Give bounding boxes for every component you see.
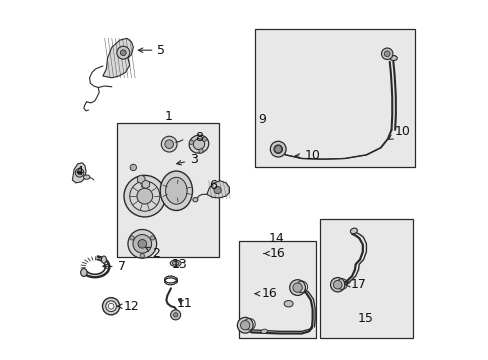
Ellipse shape (193, 139, 204, 149)
Circle shape (140, 253, 144, 258)
Circle shape (120, 50, 126, 55)
Text: 10: 10 (387, 125, 409, 139)
Text: 16: 16 (255, 287, 277, 300)
Ellipse shape (101, 256, 106, 263)
Ellipse shape (261, 329, 267, 333)
Circle shape (381, 48, 392, 59)
Ellipse shape (170, 260, 181, 266)
Text: 17: 17 (344, 278, 366, 291)
Ellipse shape (350, 228, 357, 234)
Circle shape (124, 175, 165, 217)
Circle shape (273, 145, 282, 153)
Circle shape (108, 303, 114, 309)
Circle shape (130, 236, 134, 240)
Circle shape (292, 283, 302, 292)
Circle shape (164, 140, 173, 148)
Circle shape (102, 298, 120, 315)
Ellipse shape (389, 55, 396, 60)
Circle shape (78, 171, 81, 175)
Circle shape (128, 229, 156, 258)
Text: 7: 7 (102, 260, 125, 273)
Text: 5: 5 (138, 44, 165, 57)
Circle shape (237, 318, 253, 333)
Circle shape (138, 239, 146, 248)
Ellipse shape (81, 269, 87, 276)
Circle shape (199, 149, 203, 153)
Circle shape (130, 164, 136, 171)
Circle shape (133, 234, 151, 253)
Text: 14: 14 (268, 231, 284, 244)
Circle shape (270, 141, 285, 157)
Bar (255, 30, 414, 167)
Ellipse shape (172, 261, 179, 265)
Polygon shape (102, 39, 133, 78)
Text: 2: 2 (145, 247, 160, 260)
Bar (319, 220, 412, 338)
Text: 6: 6 (209, 179, 217, 192)
Circle shape (150, 236, 154, 240)
Ellipse shape (189, 135, 208, 153)
Ellipse shape (83, 175, 90, 179)
Text: 16: 16 (264, 247, 285, 260)
Circle shape (289, 280, 305, 296)
Ellipse shape (192, 198, 198, 202)
Text: 15: 15 (357, 311, 373, 325)
Circle shape (170, 310, 180, 320)
Circle shape (330, 278, 344, 292)
Circle shape (105, 301, 116, 312)
Circle shape (202, 137, 206, 141)
Circle shape (214, 186, 221, 194)
Circle shape (333, 280, 341, 289)
Bar (117, 123, 219, 257)
Text: 3: 3 (176, 153, 198, 166)
Text: 12: 12 (117, 300, 139, 313)
Circle shape (240, 320, 249, 330)
Polygon shape (206, 181, 229, 198)
Circle shape (173, 313, 178, 317)
Circle shape (384, 51, 389, 57)
Text: 11: 11 (176, 297, 192, 310)
Bar (239, 241, 316, 338)
Circle shape (137, 188, 152, 204)
Ellipse shape (160, 171, 192, 211)
Circle shape (75, 168, 83, 177)
Circle shape (274, 145, 281, 153)
Ellipse shape (284, 301, 292, 307)
Circle shape (161, 136, 177, 152)
Circle shape (189, 140, 193, 144)
Text: 4: 4 (75, 165, 82, 178)
Text: 13: 13 (172, 258, 187, 271)
Text: 9: 9 (257, 113, 265, 126)
Circle shape (117, 46, 129, 59)
Text: 8: 8 (195, 131, 203, 144)
Ellipse shape (165, 177, 187, 204)
Text: 10: 10 (295, 149, 320, 162)
Text: 1: 1 (164, 110, 172, 123)
Polygon shape (72, 163, 86, 183)
